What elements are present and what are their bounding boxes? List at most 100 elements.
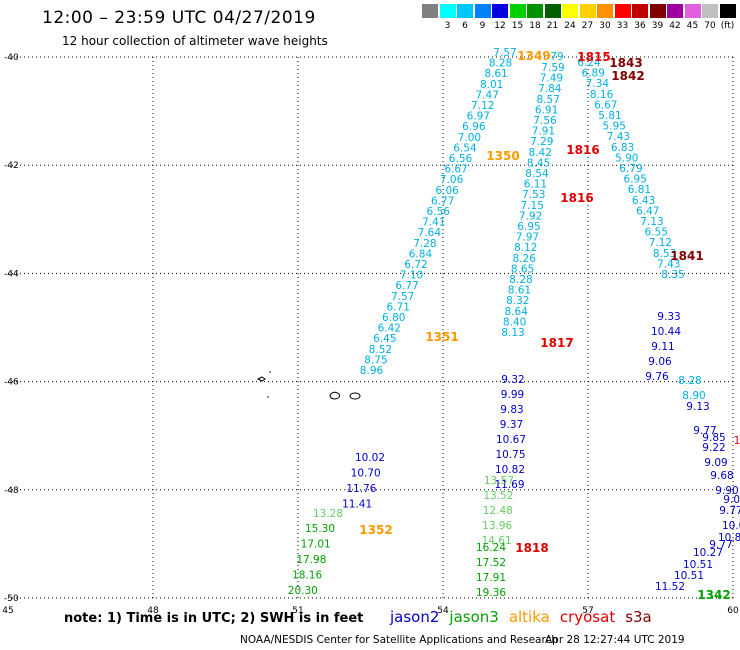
legend-swatch — [579, 4, 596, 18]
wave-height-value: 17.52 — [476, 557, 506, 569]
wave-height-value: 6.95 — [624, 174, 647, 186]
wave-height-value: 7.34 — [586, 78, 610, 90]
legend-swatch — [649, 4, 666, 18]
wave-height-value: 6.11 — [524, 179, 547, 191]
wave-height-value: 6.79 — [619, 163, 642, 175]
wave-height-value: 11.41 — [342, 499, 372, 511]
wave-height-value: 9.09 — [704, 457, 727, 469]
legend-label: 15 — [511, 21, 524, 31]
wave-height-value: 7.29 — [530, 136, 553, 148]
wave-height-value: 6.77 — [395, 280, 418, 292]
pass-time-label: 1816 — [560, 191, 593, 205]
wave-height-value: 5.90 — [615, 152, 638, 164]
wave-height-value: 8.64 — [505, 306, 529, 318]
timestamp-text: Apr 28 12:27:44 UTC 2019 — [545, 634, 685, 646]
wave-height-value: 10.81 — [718, 532, 740, 544]
wave-height-value: 7.12 — [471, 100, 494, 112]
wave-height-value: 9.37 — [500, 419, 523, 431]
legend-swatch — [457, 4, 473, 18]
legend-swatch — [492, 4, 508, 18]
wave-height-value: 9.06 — [648, 356, 672, 368]
legend-label: 21 — [546, 21, 559, 31]
wave-height-value: 8.54 — [525, 168, 549, 180]
legend-swatch — [702, 4, 718, 18]
wave-height-value: 8.53 — [653, 248, 676, 260]
wave-height-value: 6.06 — [435, 185, 459, 197]
wave-height-value: 8.35 — [661, 269, 684, 281]
wave-height-value: 6.67 — [594, 99, 617, 111]
legend-swatch — [544, 4, 561, 18]
wave-height-value: 8.28 — [509, 274, 532, 286]
wave-height-value: 79 — [550, 51, 563, 63]
wave-height-value: 10.51 — [674, 570, 704, 582]
wave-height-value: 6.95 — [517, 221, 540, 233]
lat-tick-label: -48 — [4, 486, 19, 496]
pass-time-label: 1843 — [609, 56, 642, 70]
wave-height-value: 9.68 — [710, 470, 733, 482]
wave-height-value: 11.69 — [494, 479, 524, 491]
wave-height-value: 6.96 — [462, 121, 486, 133]
wave-height-value: 8.42 — [529, 147, 552, 159]
wave-height-value: 7.97 — [516, 232, 539, 244]
wave-height-value: 6.83 — [611, 142, 634, 154]
wave-height-value: 8.61 — [508, 285, 531, 297]
legend-swatch — [422, 4, 438, 18]
wave-height-value: 8.32 — [506, 295, 529, 307]
wave-height-value: 13.28 — [313, 508, 343, 520]
wave-height-value: 9.11 — [651, 341, 674, 353]
wave-height-value: 17.01 — [301, 539, 331, 551]
wave-height-value: 12.48 — [483, 505, 513, 517]
lon-tick-label: 60 — [727, 606, 739, 616]
island — [256, 376, 266, 382]
island — [269, 371, 271, 373]
wave-height-value: 6.89 — [582, 68, 605, 80]
legend-swatch — [474, 4, 491, 18]
wave-height-value: 7.15 — [521, 200, 544, 212]
pass-time-label: 1817 — [540, 336, 573, 350]
pass-time-label: 1842 — [611, 69, 644, 83]
pass-time-label: 1816 — [566, 143, 599, 157]
wave-height-value: 9.85 — [702, 432, 725, 444]
legend-label: 45 — [686, 21, 699, 31]
wave-height-value: 9.83 — [500, 404, 523, 416]
wave-height-value: 9.13 — [686, 401, 709, 413]
map-title: 12:00 – 23:59 UTC 04/27/2019 — [42, 8, 316, 28]
satellite-jason3: jason3 — [449, 608, 499, 626]
pass-time-label: 1342 — [697, 588, 730, 602]
wave-height-value: 6.67 — [444, 164, 467, 176]
wave-height-value: 10.67 — [496, 434, 526, 446]
lon-tick-label: 51 — [292, 606, 303, 616]
wave-height-value: 7.57 — [493, 47, 516, 59]
legend-label: 30 — [599, 21, 611, 31]
wave-height-value: 10.70 — [351, 468, 381, 480]
wave-height-value: 10.01 — [722, 520, 740, 532]
legend-swatch — [632, 4, 648, 18]
wave-height-value: 6.45 — [373, 333, 396, 345]
wave-height-value: 7.59 — [541, 62, 564, 74]
wave-height-value: 10.82 — [495, 464, 525, 476]
legend-label: 18 — [529, 21, 541, 31]
wave-height-value: 17.91 — [476, 572, 506, 584]
wave-height-value: 10.02 — [355, 452, 385, 464]
wave-height-value: 6.97 — [467, 111, 490, 123]
legend-swatch — [614, 4, 631, 18]
legend-label: 6 — [462, 21, 468, 31]
wave-height-value: 6.54 — [453, 142, 477, 154]
wave-height-value: 1 — [734, 435, 740, 447]
pass-times: 1349 1350 1351 1352 1815 1816 1816 1817 1818 1843… — [359, 49, 730, 602]
wave-height-value: 6.84 — [409, 248, 433, 260]
wave-height-value: 6.77 — [431, 195, 454, 207]
wave-height-value: 9.90 — [715, 485, 738, 497]
legend-swatch — [562, 4, 578, 18]
wave-height-value: 9.77 — [719, 505, 740, 517]
wave-height-value: 11.76 — [346, 483, 376, 495]
wave-height-value: 15.30 — [305, 523, 335, 535]
wave-height-value: 9.76 — [645, 371, 669, 383]
wave-height-value: 10.51 — [683, 559, 713, 571]
lon-tick-label: 45 — [2, 606, 13, 616]
axis-labels: 45 48 51 54 57 60 -40 -42 -44 -46 -48 -50 — [2, 53, 739, 616]
legend-swatch — [667, 4, 683, 18]
wave-height-value: 8.40 — [503, 316, 526, 328]
legend-swatch — [527, 4, 543, 18]
legend-label: 39 — [651, 21, 664, 31]
